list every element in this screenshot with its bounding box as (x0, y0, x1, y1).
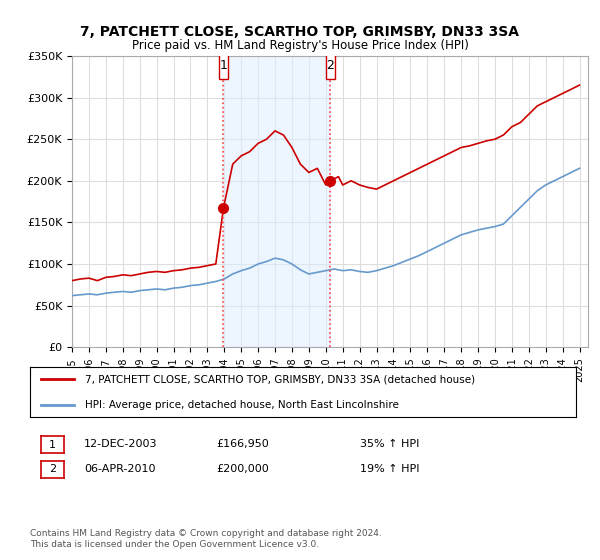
Text: 06-APR-2010: 06-APR-2010 (84, 464, 155, 474)
Text: HPI: Average price, detached house, North East Lincolnshire: HPI: Average price, detached house, Nort… (85, 400, 398, 409)
Text: 1: 1 (220, 59, 227, 72)
Text: 2: 2 (326, 59, 334, 72)
Text: 7, PATCHETT CLOSE, SCARTHO TOP, GRIMSBY, DN33 3SA (detached house): 7, PATCHETT CLOSE, SCARTHO TOP, GRIMSBY,… (85, 375, 475, 384)
Text: 19% ↑ HPI: 19% ↑ HPI (360, 464, 419, 474)
Text: 12-DEC-2003: 12-DEC-2003 (84, 439, 157, 449)
FancyBboxPatch shape (326, 53, 335, 80)
Text: £166,950: £166,950 (216, 439, 269, 449)
Text: £200,000: £200,000 (216, 464, 269, 474)
Bar (223, 56, 331, 347)
Text: 35% ↑ HPI: 35% ↑ HPI (360, 439, 419, 449)
Text: 2: 2 (49, 464, 56, 474)
Text: Contains HM Land Registry data © Crown copyright and database right 2024.
This d: Contains HM Land Registry data © Crown c… (30, 529, 382, 549)
Text: 7, PATCHETT CLOSE, SCARTHO TOP, GRIMSBY, DN33 3SA: 7, PATCHETT CLOSE, SCARTHO TOP, GRIMSBY,… (80, 25, 520, 39)
FancyBboxPatch shape (219, 53, 228, 80)
Text: 1: 1 (49, 440, 56, 450)
Text: Price paid vs. HM Land Registry's House Price Index (HPI): Price paid vs. HM Land Registry's House … (131, 39, 469, 52)
